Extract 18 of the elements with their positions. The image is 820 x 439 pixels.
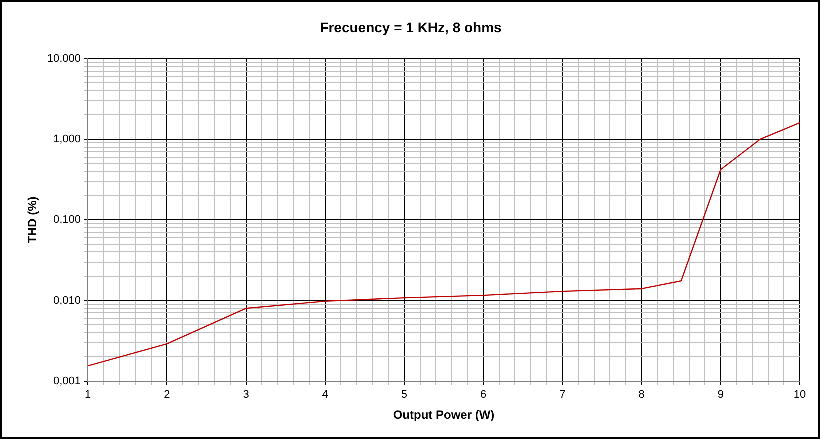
y-tick-label: 10,000 [47, 52, 82, 65]
x-tick-label: 10 [794, 389, 806, 402]
x-tick-label: 9 [718, 389, 724, 402]
y-axis-title: THD (%) [26, 196, 40, 244]
x-axis-title: Output Power (W) [393, 408, 495, 422]
y-tick-label: 0,001 [54, 375, 82, 388]
y-tick-label: 0,010 [54, 294, 82, 307]
x-tick-label: 6 [480, 389, 487, 402]
x-tick-label: 2 [164, 389, 170, 402]
x-tick-label: 3 [243, 389, 250, 402]
chart-title: Frecuency = 1 KHz, 8 ohms [320, 19, 502, 36]
x-tick-label: 5 [401, 389, 408, 402]
y-tick-label: 1,000 [54, 133, 82, 146]
x-tick-label: 8 [638, 389, 645, 402]
x-tick-label: 7 [560, 389, 566, 402]
x-tick-label: 1 [84, 389, 92, 402]
x-tick-label: 4 [322, 389, 328, 402]
y-tick-label: 0,100 [54, 214, 82, 226]
